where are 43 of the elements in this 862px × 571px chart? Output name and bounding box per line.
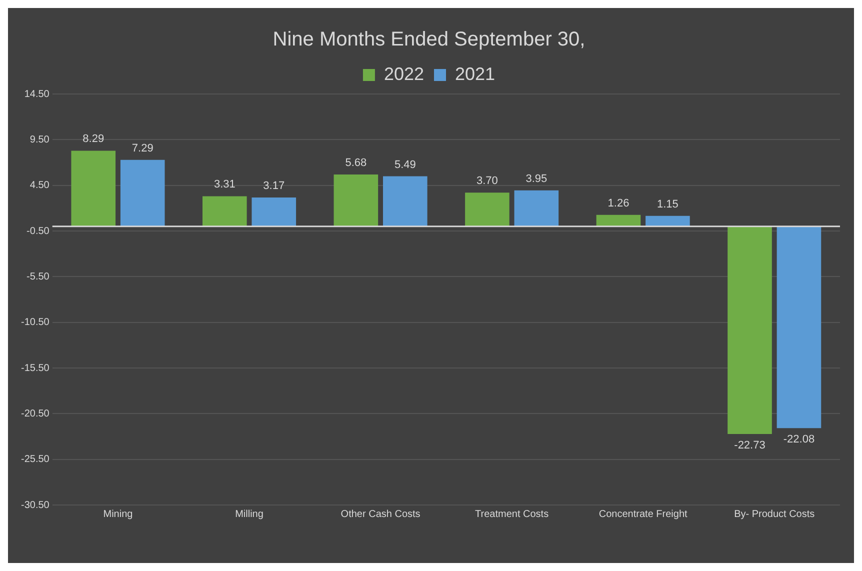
bar xyxy=(202,196,247,226)
bar xyxy=(596,214,641,226)
bar xyxy=(252,197,296,226)
x-tick-label: Mining xyxy=(103,508,133,520)
x-tick-label: Treatment Costs xyxy=(475,508,549,520)
y-tick-label: 4.50 xyxy=(30,180,50,192)
y-tick-label: -20.50 xyxy=(20,408,50,420)
bar xyxy=(728,226,772,434)
data-label: -22.73 xyxy=(734,440,766,452)
data-label: -22.08 xyxy=(783,434,815,446)
x-tick-label: By- Product Costs xyxy=(734,508,815,520)
y-tick-label: -10.50 xyxy=(20,317,50,328)
x-tick-label: Other Cash Costs xyxy=(340,508,420,520)
chart-title: Nine Months Ended September 30, xyxy=(272,28,586,51)
data-label: 3.17 xyxy=(263,180,285,192)
x-tick-label: Milling xyxy=(235,508,264,520)
legend-label: 2022 xyxy=(384,64,424,84)
data-label: 1.15 xyxy=(656,198,678,210)
data-label: 3.70 xyxy=(476,175,498,188)
data-label: 7.29 xyxy=(132,142,154,154)
x-tick-label: Concentrate Freight xyxy=(598,508,688,520)
bar xyxy=(465,192,510,226)
y-tick-label: 9.50 xyxy=(30,134,50,146)
y-tick-label: -5.50 xyxy=(26,271,50,282)
data-label: 8.29 xyxy=(82,133,104,146)
y-tick-label: 14.50 xyxy=(24,88,50,100)
y-tick-label: -25.50 xyxy=(20,454,50,466)
y-tick-label: -15.50 xyxy=(20,362,50,374)
bar xyxy=(646,216,690,226)
data-label: 3.95 xyxy=(526,172,548,185)
bar xyxy=(514,190,559,226)
bar xyxy=(334,174,378,226)
bar xyxy=(776,226,822,428)
data-label: 3.31 xyxy=(214,178,236,191)
y-tick-label: -30.50 xyxy=(20,500,50,511)
data-label: 1.26 xyxy=(608,197,630,210)
bar xyxy=(120,160,165,226)
legend-label: 2021 xyxy=(455,64,496,84)
data-label: 5.68 xyxy=(345,157,367,170)
y-tick-label: -0.50 xyxy=(26,226,50,237)
bar xyxy=(71,150,116,226)
data-label: 5.49 xyxy=(394,158,416,171)
bar xyxy=(383,176,428,226)
